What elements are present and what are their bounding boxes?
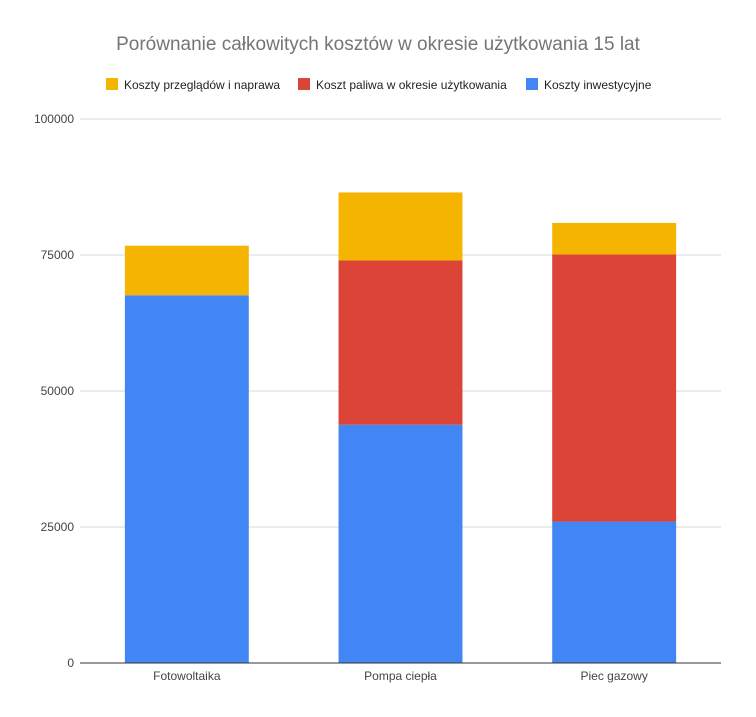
bar-segment — [338, 424, 463, 663]
bars — [124, 192, 677, 663]
x-category-label: Pompa ciepła — [364, 669, 437, 683]
bar-segment — [338, 260, 463, 425]
legend-swatch-investment — [526, 78, 538, 90]
y-tick-label: 0 — [67, 656, 74, 670]
x-category-label: Piec gazowy — [580, 669, 647, 683]
y-tick-label: 25000 — [41, 520, 75, 534]
y-axis-tick-labels: 0 25000 50000 75000 100000 — [34, 112, 74, 670]
y-tick-label: 100000 — [34, 112, 74, 126]
chart-title: Porównanie całkowitych kosztów w okresie… — [116, 34, 641, 55]
bar-segment — [124, 295, 249, 663]
y-tick-label: 75000 — [41, 248, 75, 262]
legend-swatch-maintenance — [106, 78, 118, 90]
bar-segment — [552, 521, 677, 663]
bar-segment — [338, 192, 463, 261]
legend-label-investment: Koszty inwestycyjne — [544, 78, 652, 92]
legend-label-fuel: Koszt paliwa w okresie użytkowania — [316, 78, 507, 92]
x-axis-category-labels: Fotowoltaika Pompa ciepła Piec gazowy — [153, 669, 648, 683]
legend: Koszty przeglądów i naprawa Koszt paliwa… — [106, 78, 652, 92]
bar-segment — [552, 254, 677, 522]
legend-swatch-fuel — [298, 78, 310, 90]
x-category-label: Fotowoltaika — [153, 669, 221, 683]
y-tick-label: 50000 — [41, 384, 75, 398]
bar-segment — [124, 245, 249, 296]
bar-segment — [552, 222, 677, 255]
legend-label-maintenance: Koszty przeglądów i naprawa — [124, 78, 280, 92]
